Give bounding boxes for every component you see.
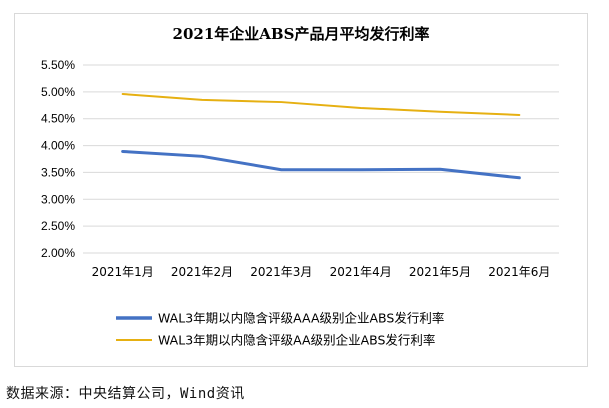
y-tick-label: 3.00% bbox=[41, 192, 75, 206]
y-tick-label: 2.00% bbox=[41, 246, 75, 260]
x-tick-label: 2021年2月 bbox=[171, 265, 233, 279]
x-tick-label: 2021年6月 bbox=[488, 265, 550, 279]
chart-svg: 2021年企业ABS产品月平均发行利率 2.00% 2.50% 3.00% 3.50%… bbox=[41, 25, 559, 348]
x-tick-label: 2021年4月 bbox=[330, 265, 392, 279]
gridlines bbox=[83, 64, 559, 254]
y-tick-label: 4.50% bbox=[41, 112, 75, 126]
x-tick-label: 2021年1月 bbox=[92, 265, 154, 279]
x-axis-tick-labels: 2021年1月 2021年2月 2021年3月 2021年4月 2021年5月 2021年… bbox=[92, 265, 551, 279]
chart-frame: 2021年企业ABS产品月平均发行利率 2.00% 2.50% 3.00% 3.50%… bbox=[14, 13, 588, 367]
y-tick-label: 3.50% bbox=[41, 165, 75, 179]
source-note: 数据来源：中央结算公司，Wind资讯 bbox=[6, 386, 245, 402]
legend: WAL3年期以内隐含评级AAA级别企业ABS发行利率 WAL3年期以内隐含评级AA… bbox=[116, 311, 444, 348]
x-tick-label: 2021年5月 bbox=[409, 265, 471, 279]
legend-label: WAL3年期以内隐含评级AA级别企业ABS发行利率 bbox=[158, 333, 435, 348]
chart-title: 2021年企业ABS产品月平均发行利率 bbox=[173, 25, 430, 43]
y-axis-tick-labels: 2.00% 2.50% 3.00% 3.50% 4.00% 4.50% 5.00% 5.50% bbox=[41, 58, 75, 260]
x-tick-label: 2021年3月 bbox=[250, 265, 312, 279]
legend-label: WAL3年期以内隐含评级AAA级别企业ABS发行利率 bbox=[158, 311, 444, 326]
series-line-2 bbox=[121, 93, 521, 116]
y-tick-label: 2.50% bbox=[41, 219, 75, 233]
series-line-1 bbox=[121, 149, 521, 180]
y-tick-label: 5.00% bbox=[41, 85, 75, 99]
y-tick-label: 5.50% bbox=[41, 58, 75, 72]
series-lines bbox=[121, 93, 521, 180]
y-tick-label: 4.00% bbox=[41, 139, 75, 153]
